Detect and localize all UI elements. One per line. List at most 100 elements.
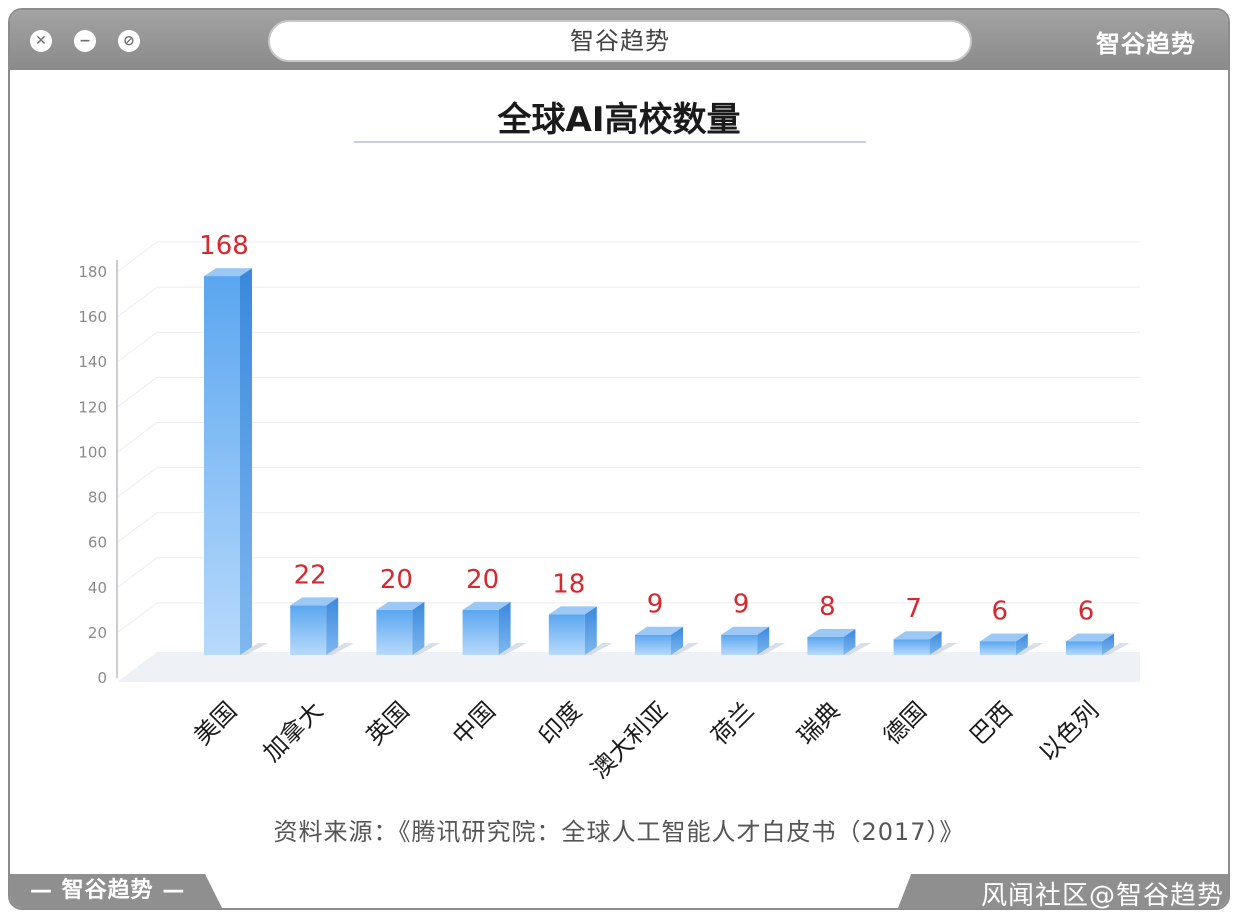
bar: [548, 606, 613, 655]
bar-shadow: [1102, 643, 1130, 655]
y-tick-label: 120: [78, 398, 107, 416]
value-label: 6: [1078, 596, 1095, 626]
chart-floor: [117, 652, 1140, 682]
bar-side: [1102, 633, 1114, 655]
grid-line-diag: [116, 241, 158, 273]
footer-tab-left: [10, 874, 222, 908]
bar-shadow: [843, 643, 872, 655]
bars: [204, 268, 1130, 655]
bar-side: [843, 628, 856, 655]
value-label: 9: [647, 590, 664, 620]
bar-side: [671, 626, 683, 655]
grid-line-diag: [116, 512, 158, 544]
grid-line-diag: [116, 557, 158, 589]
chart-title: 全球AI高校数量: [497, 100, 741, 140]
value-label: 18: [552, 569, 585, 599]
bar-shadow: [240, 643, 268, 655]
bar: [376, 601, 441, 655]
bar-top: [548, 606, 597, 615]
value-label: 22: [294, 560, 327, 590]
bar-front: [635, 634, 671, 655]
watermark: 风闻社区@智谷趋势: [980, 881, 1224, 911]
bar-top: [376, 601, 425, 610]
y-tick-label: 180: [78, 263, 107, 281]
minimize-icon[interactable]: −: [74, 30, 96, 52]
bar-front: [893, 639, 930, 655]
bar-side: [498, 601, 511, 655]
address-bar[interactable]: 智谷趋势: [268, 20, 972, 62]
bar-top: [721, 626, 770, 635]
bar: [1066, 633, 1130, 655]
bar: [979, 633, 1044, 655]
grid-line-diag: [116, 602, 158, 634]
category-label: 以色列: [1034, 696, 1105, 767]
y-tick-label: 40: [88, 579, 107, 597]
title-bar: ✕ − ⊘ 智谷趋势 智谷趋势: [10, 10, 1228, 70]
y-tick-label: 160: [78, 308, 107, 326]
bar-top: [1066, 633, 1114, 642]
maximize-icon[interactable]: ⊘: [118, 30, 140, 52]
footer-tab-right: [898, 874, 1228, 908]
category-label: 英国: [361, 696, 415, 750]
bar-front: [290, 605, 327, 655]
value-label: 8: [819, 592, 836, 622]
grid-line-diag: [116, 331, 158, 363]
category-label: 巴西: [964, 696, 1018, 750]
y-axis: 0 20 40 60 80 100 120 140 160 180: [78, 260, 118, 687]
bar-shadow: [929, 643, 958, 655]
y-tick-label: 20: [88, 624, 107, 642]
value-label: 20: [380, 565, 413, 595]
bar-side: [240, 268, 252, 655]
brand-logo-top: 智谷趋势: [1096, 30, 1196, 58]
bar-shadow: [326, 643, 355, 655]
category-label: 加拿大: [258, 696, 329, 767]
category-label: 瑞典: [792, 696, 846, 750]
bar: [807, 628, 872, 655]
value-label: 6: [992, 596, 1009, 626]
y-tick-label: 80: [88, 489, 107, 507]
grid-line-diag: [116, 422, 158, 453]
category-label: 美国: [189, 696, 243, 750]
bar-top: [462, 601, 511, 610]
grid-line-diag: [116, 467, 158, 498]
bar-side: [326, 597, 339, 655]
category-label: 德国: [878, 696, 932, 750]
value-label: 168: [199, 231, 249, 261]
y-tick-label: 100: [78, 443, 107, 461]
bar-shadow: [498, 643, 527, 655]
chart-floor-plane: [117, 652, 1140, 682]
y-tick-label: 0: [97, 669, 107, 687]
bar-side: [929, 631, 942, 655]
value-label: 7: [905, 594, 922, 624]
bar-front: [721, 634, 758, 655]
close-icon[interactable]: ✕: [30, 30, 52, 52]
bar: [462, 601, 527, 655]
category-label: 中国: [447, 696, 501, 750]
bar-front: [807, 636, 844, 655]
bar: [721, 626, 786, 655]
bar-side: [584, 606, 597, 655]
bar-shadow: [412, 643, 441, 655]
bar: [204, 268, 268, 655]
y-tick-label: 60: [88, 534, 107, 552]
category-label: 印度: [533, 696, 587, 750]
bar: [290, 597, 355, 655]
y-tick-label: 140: [78, 353, 107, 371]
title-underline: [354, 141, 866, 143]
grid-lines: [116, 241, 1140, 634]
bar-shadow: [1015, 643, 1044, 655]
bar-shadow: [671, 643, 699, 655]
bar-front: [548, 614, 585, 655]
bar-top: [979, 633, 1028, 642]
bar-front: [204, 276, 240, 655]
bar-top: [204, 268, 252, 277]
value-label: 9: [733, 590, 750, 620]
bar-top: [290, 597, 339, 606]
bar-shadow: [757, 643, 786, 655]
grid-line-diag: [116, 376, 158, 408]
bar-side: [412, 601, 425, 655]
bar: [635, 626, 699, 655]
bar-front: [376, 609, 413, 655]
